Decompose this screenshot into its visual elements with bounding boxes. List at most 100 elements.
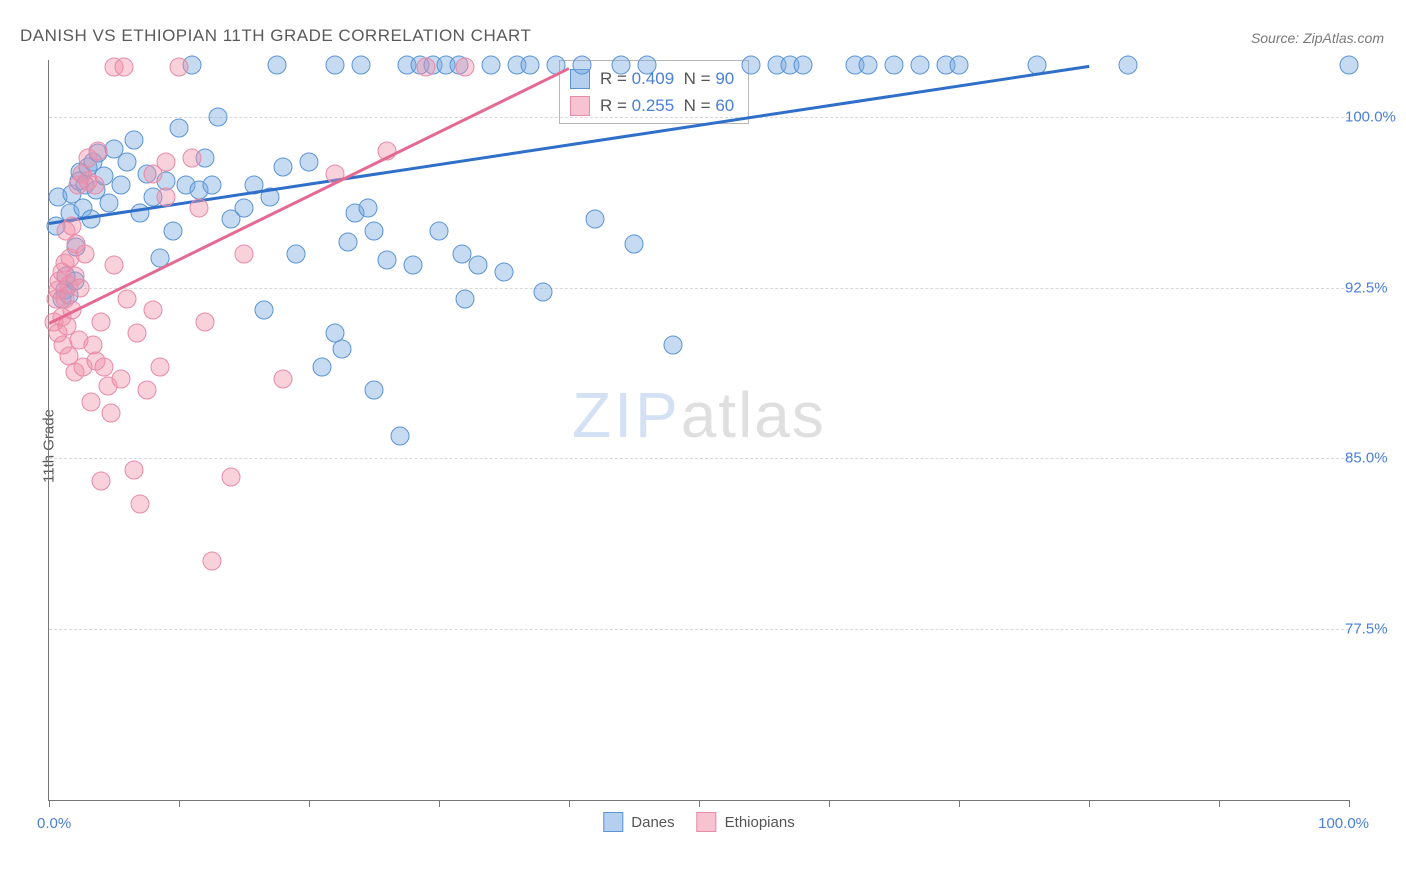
scatter-point-danes	[495, 262, 514, 281]
scatter-point-danes	[664, 335, 683, 354]
stats-swatch-ethiopians	[570, 96, 590, 116]
scatter-point-ethiopians	[222, 467, 241, 486]
y-tick-label: 85.0%	[1345, 450, 1401, 467]
scatter-point-danes	[163, 221, 182, 240]
bottom-legend: Danes Ethiopians	[603, 812, 794, 832]
x-tick	[49, 800, 50, 807]
watermark-atlas: atlas	[681, 379, 826, 451]
scatter-point-ethiopians	[144, 301, 163, 320]
scatter-point-danes	[378, 251, 397, 270]
scatter-point-ethiopians	[63, 217, 82, 236]
x-tick	[1089, 800, 1090, 807]
scatter-point-danes	[521, 55, 540, 74]
scatter-point-danes	[254, 301, 273, 320]
x-tick	[179, 800, 180, 807]
scatter-point-ethiopians	[183, 148, 202, 167]
scatter-point-ethiopians	[157, 153, 176, 172]
scatter-point-ethiopians	[85, 176, 104, 195]
scatter-point-danes	[859, 55, 878, 74]
scatter-point-danes	[1340, 55, 1359, 74]
scatter-point-danes	[352, 55, 371, 74]
scatter-point-ethiopians	[102, 403, 121, 422]
scatter-point-ethiopians	[89, 142, 108, 161]
x-axis-max-label: 100.0%	[1318, 815, 1369, 832]
scatter-point-ethiopians	[128, 324, 147, 343]
scatter-point-danes	[209, 107, 228, 126]
scatter-point-danes	[111, 176, 130, 195]
plot-area: ZIPatlas R = 0.409 N = 90 R = 0.255 N = …	[48, 60, 1349, 801]
scatter-point-danes	[625, 235, 644, 254]
gridline	[49, 458, 1349, 459]
legend-swatch-ethiopians	[697, 812, 717, 832]
scatter-point-danes	[332, 340, 351, 359]
scatter-point-ethiopians	[196, 312, 215, 331]
stats-text: R = 0.255 N = 60	[600, 92, 734, 119]
legend-swatch-danes	[603, 812, 623, 832]
scatter-point-danes	[326, 55, 345, 74]
scatter-point-ethiopians	[115, 57, 134, 76]
gridline	[49, 117, 1349, 118]
legend-label-danes: Danes	[631, 814, 674, 831]
scatter-point-ethiopians	[94, 358, 113, 377]
scatter-point-danes	[794, 55, 813, 74]
scatter-point-danes	[365, 381, 384, 400]
scatter-point-ethiopians	[124, 460, 143, 479]
scatter-point-ethiopians	[150, 358, 169, 377]
scatter-point-danes	[124, 130, 143, 149]
scatter-point-danes	[339, 233, 358, 252]
scatter-point-danes	[950, 55, 969, 74]
chart-title: DANISH VS ETHIOPIAN 11TH GRADE CORRELATI…	[20, 26, 531, 46]
scatter-point-danes	[131, 203, 150, 222]
scatter-point-ethiopians	[202, 551, 221, 570]
scatter-point-danes	[456, 290, 475, 309]
scatter-point-ethiopians	[137, 381, 156, 400]
x-tick	[569, 800, 570, 807]
scatter-point-ethiopians	[131, 495, 150, 514]
watermark-zip: ZIP	[572, 379, 681, 451]
scatter-point-ethiopians	[274, 369, 293, 388]
scatter-point-danes	[99, 194, 118, 213]
scatter-point-ethiopians	[71, 278, 90, 297]
y-tick-label: 77.5%	[1345, 621, 1401, 638]
scatter-point-danes	[274, 158, 293, 177]
x-tick	[309, 800, 310, 807]
scatter-point-danes	[391, 426, 410, 445]
scatter-point-ethiopians	[92, 312, 111, 331]
scatter-point-danes	[534, 283, 553, 302]
scatter-point-danes	[885, 55, 904, 74]
stats-n-value: 90	[715, 69, 734, 88]
scatter-point-danes	[404, 255, 423, 274]
source-label: Source: ZipAtlas.com	[1251, 30, 1384, 46]
scatter-point-ethiopians	[417, 57, 436, 76]
x-axis-min-label: 0.0%	[37, 815, 71, 832]
x-tick	[439, 800, 440, 807]
scatter-point-danes	[170, 119, 189, 138]
scatter-point-danes	[573, 55, 592, 74]
scatter-point-danes	[586, 210, 605, 229]
scatter-point-danes	[911, 55, 930, 74]
x-tick	[829, 800, 830, 807]
x-tick	[1349, 800, 1350, 807]
scatter-point-ethiopians	[456, 57, 475, 76]
scatter-point-danes	[235, 199, 254, 218]
scatter-point-danes	[1119, 55, 1138, 74]
scatter-point-ethiopians	[105, 255, 124, 274]
x-tick	[959, 800, 960, 807]
scatter-point-ethiopians	[111, 369, 130, 388]
y-tick-label: 92.5%	[1345, 279, 1401, 296]
scatter-point-danes	[202, 176, 221, 195]
scatter-point-danes	[742, 55, 761, 74]
scatter-point-danes	[118, 153, 137, 172]
scatter-point-danes	[313, 358, 332, 377]
chart-container: DANISH VS ETHIOPIAN 11TH GRADE CORRELATI…	[0, 0, 1406, 892]
scatter-point-danes	[612, 55, 631, 74]
scatter-point-ethiopians	[118, 290, 137, 309]
scatter-point-ethiopians	[170, 57, 189, 76]
bottom-legend-ethiopians: Ethiopians	[697, 812, 795, 832]
gridline	[49, 629, 1349, 630]
scatter-point-danes	[638, 55, 657, 74]
scatter-point-danes	[365, 221, 384, 240]
gridline	[49, 288, 1349, 289]
legend-label-ethiopians: Ethiopians	[725, 814, 795, 831]
scatter-point-danes	[469, 255, 488, 274]
